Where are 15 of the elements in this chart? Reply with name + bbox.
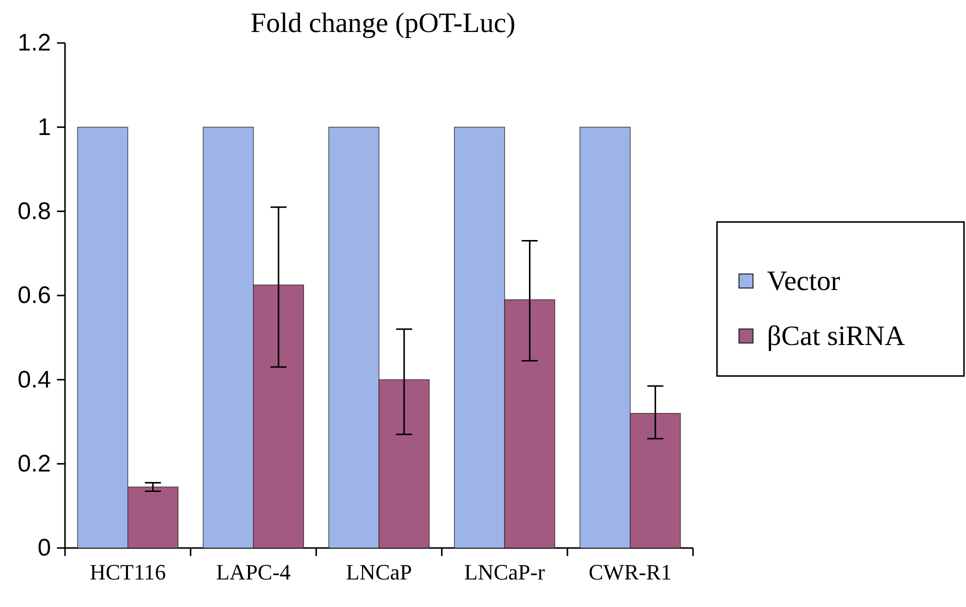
x-tick-label: LAPC-4 bbox=[216, 560, 291, 585]
x-tick-label: HCT116 bbox=[90, 560, 166, 585]
legend-label: Vector bbox=[767, 266, 841, 297]
x-tick-label: LNCaP-r bbox=[464, 560, 546, 585]
x-tick-label: LNCaP bbox=[346, 560, 412, 585]
y-tick-label: 0.6 bbox=[18, 282, 51, 310]
legend-label: βCat siRNA bbox=[767, 321, 906, 352]
y-tick-label: 0.4 bbox=[18, 366, 51, 394]
chart-title: Fold change (pOT-Luc) bbox=[250, 8, 516, 39]
y-tick-label: 0.8 bbox=[18, 198, 51, 226]
y-tick-label: 1.2 bbox=[18, 30, 51, 57]
y-tick-label: 0.2 bbox=[18, 450, 51, 478]
y-tick-label: 1 bbox=[38, 114, 51, 141]
y-tick-label: 0 bbox=[38, 534, 51, 562]
x-tick-label: CWR-R1 bbox=[588, 560, 672, 585]
